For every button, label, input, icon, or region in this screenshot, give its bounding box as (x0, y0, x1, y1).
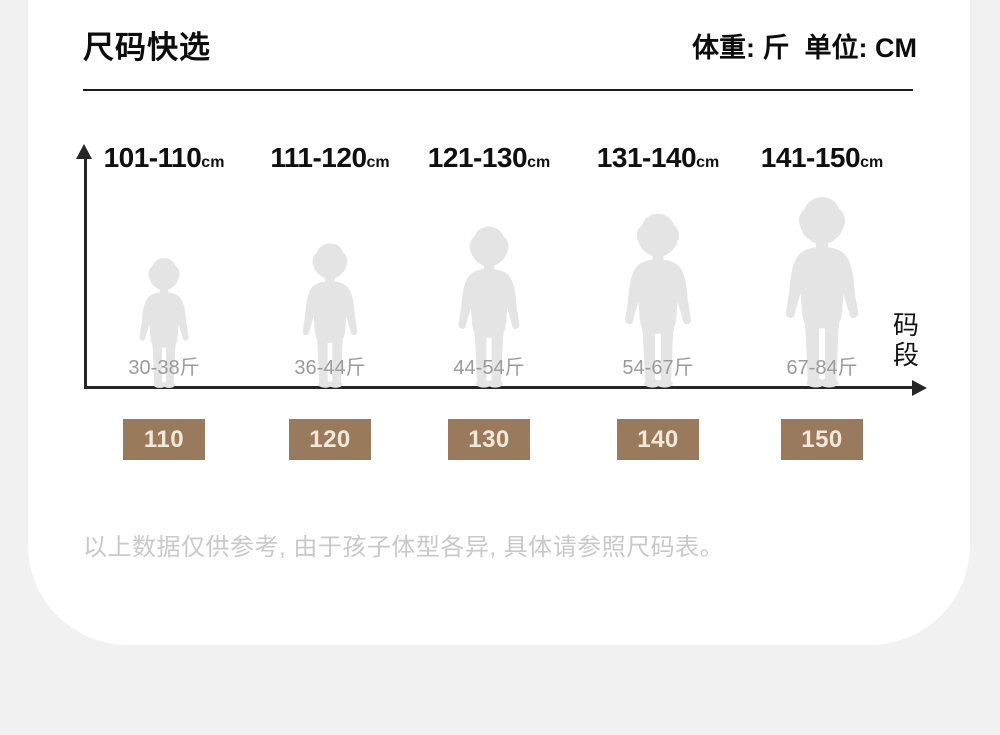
weight-range-label: 30-38斤 (128, 357, 200, 379)
size-column: 141-150cm 67-84斤 150 (737, 140, 907, 461)
height-unit-label: cm (201, 154, 225, 171)
weight-range-label: 36-44斤 (294, 357, 366, 379)
axis-label-segment: 码段 (892, 310, 919, 370)
units-note: 体重: 斤 单位: CM (692, 33, 917, 63)
child-silhouette-icon (291, 241, 369, 389)
y-axis-line (84, 157, 87, 388)
height-range-label: 111-120cm (270, 142, 390, 173)
child-silhouette-icon (611, 211, 705, 389)
height-range-label: 121-130cm (427, 142, 551, 173)
x-axis-arrow-icon (912, 380, 927, 396)
size-button-110[interactable]: 110 (123, 419, 205, 460)
size-column: 101-110cm 30-38斤 110 (79, 140, 249, 461)
disclaimer-note: 以上数据仅供参考, 由于孩子体型各异, 具体请参照尺码表。 (83, 534, 725, 561)
child-silhouette-icon (446, 224, 533, 389)
weight-range-label: 44-54斤 (453, 357, 525, 379)
size-column: 111-120cm 36-44斤 120 (245, 140, 415, 461)
size-button-120[interactable]: 120 (289, 419, 371, 460)
size-chart: 码段 101-110cm 30-38斤 110 111-120cm 36-44斤… (28, 0, 970, 645)
size-button-130[interactable]: 130 (448, 419, 530, 460)
page-title: 尺码快选 (83, 30, 211, 65)
size-column: 131-140cm 54-67斤 140 (573, 140, 743, 461)
weight-range-label: 67-84斤 (786, 357, 858, 379)
x-axis-line (84, 386, 914, 389)
size-column: 121-130cm 44-54斤 130 (404, 140, 574, 461)
size-guide-card: 尺码快选 体重: 斤 单位: CM 码段 101-110cm 30-38斤 11… (28, 0, 970, 645)
height-range-label: 141-150cm (760, 142, 884, 173)
y-axis-arrow-icon (76, 144, 92, 159)
height-unit-label: cm (860, 154, 884, 171)
child-silhouette-icon (129, 256, 199, 389)
height-unit-label: cm (366, 154, 390, 171)
child-silhouette-icon (771, 194, 874, 389)
height-unit-label: cm (527, 154, 551, 171)
height-unit-label: cm (696, 154, 720, 171)
height-range-label: 131-140cm (596, 142, 720, 173)
size-button-150[interactable]: 150 (781, 419, 863, 460)
height-range-label: 101-110cm (103, 142, 225, 173)
weight-range-label: 54-67斤 (622, 357, 694, 379)
header-divider (83, 89, 913, 91)
size-button-140[interactable]: 140 (617, 419, 699, 460)
